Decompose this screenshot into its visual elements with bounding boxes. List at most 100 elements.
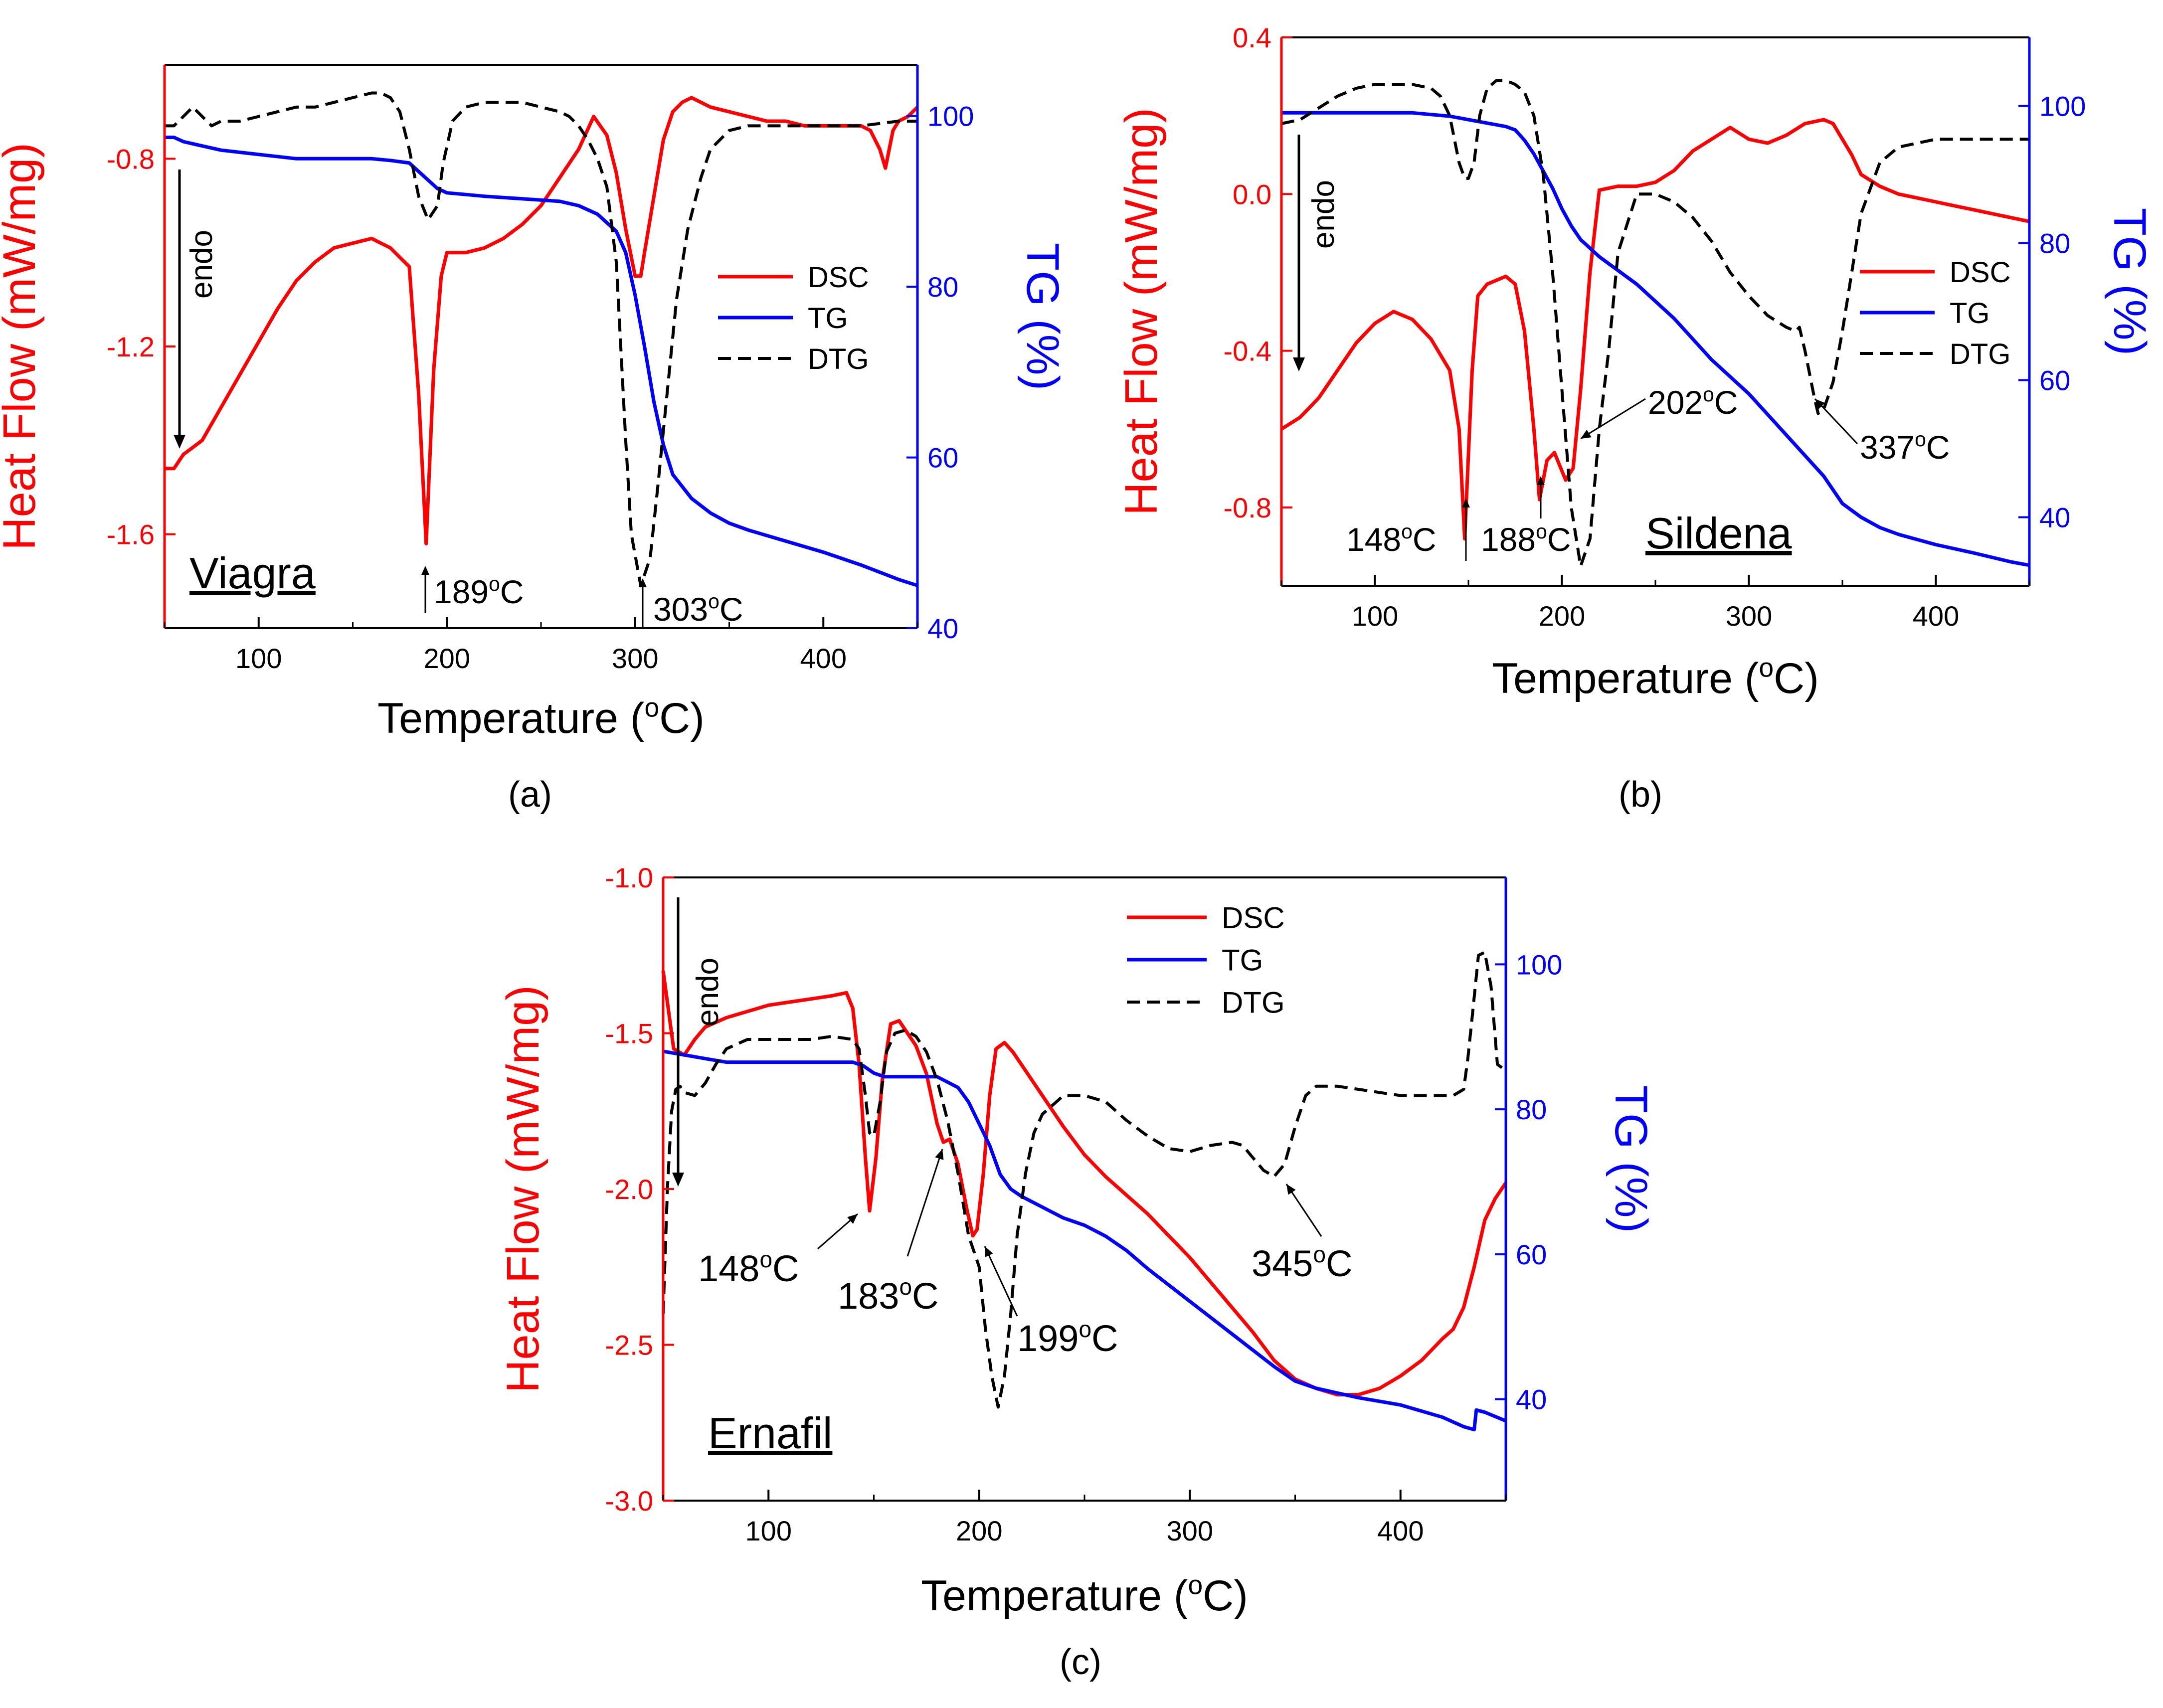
y-left-tick-label: 0.4 bbox=[1233, 22, 1271, 53]
sample-label: Viagra bbox=[189, 548, 316, 598]
peak-arrow-head bbox=[1537, 476, 1545, 485]
y-right-tick-label: 60 bbox=[927, 442, 958, 474]
y-left-tick-label: -0.8 bbox=[1224, 492, 1272, 523]
x-tick-label: 100 bbox=[745, 1515, 792, 1546]
peak-arrow-head bbox=[1286, 1184, 1296, 1195]
y-left-axis-label: Heat Flow (mW/mg) bbox=[1116, 108, 1167, 515]
y-right-tick-label: 40 bbox=[2039, 502, 2070, 533]
x-tick-label: 100 bbox=[235, 643, 282, 674]
x-axis-label: Temperature (oC) bbox=[921, 1570, 1248, 1620]
legend-label-dtg: DTG bbox=[1950, 338, 2010, 370]
y-left-tick-label: -1.2 bbox=[107, 331, 155, 362]
y-right-tick-label: 80 bbox=[2039, 228, 2070, 259]
peak-arrow-head bbox=[935, 1149, 944, 1160]
y-left-axis-label: Heat Flow (mW/mg) bbox=[0, 143, 45, 550]
y-left-tick-label: -1.0 bbox=[605, 862, 654, 893]
y-left-tick-label: -2.5 bbox=[605, 1330, 654, 1361]
x-tick-label: 400 bbox=[1913, 600, 1959, 632]
series-dtg-line bbox=[662, 951, 1507, 1409]
sample-label: Ernafil bbox=[708, 1408, 832, 1458]
sample-label: Sildena bbox=[1645, 509, 1792, 558]
x-axis-label: Temperature (oC) bbox=[1492, 653, 1819, 702]
peak-label: 189oC bbox=[434, 572, 524, 610]
series-dsc-line bbox=[661, 971, 1507, 1396]
peak-arrow-line bbox=[1285, 1184, 1322, 1237]
y-left-tick-label: -1.6 bbox=[107, 519, 155, 550]
peak-arrow-head bbox=[1815, 399, 1825, 409]
y-right-axis-label: TG (%) bbox=[1606, 1085, 1656, 1233]
y-left-axis-label: Heat Flow (mW/mg) bbox=[498, 985, 548, 1393]
x-axis-label: Temperature (oC) bbox=[377, 693, 705, 742]
x-tick-label: 100 bbox=[1352, 600, 1398, 632]
peak-arrow-head bbox=[847, 1214, 858, 1224]
peak-arrow-line bbox=[984, 1246, 1018, 1317]
x-tick-label: 200 bbox=[1539, 600, 1585, 632]
peak-arrow-head bbox=[1581, 429, 1592, 439]
peak-arrow-head bbox=[985, 1246, 993, 1257]
x-tick-label: 300 bbox=[1167, 1515, 1213, 1546]
peak-label: 188oC bbox=[1481, 520, 1571, 558]
series-dsc-line bbox=[165, 96, 919, 545]
peak-label: 337oC bbox=[1860, 428, 1950, 466]
series-dtg-line bbox=[1281, 79, 2029, 568]
peak-label: 345oC bbox=[1252, 1241, 1352, 1284]
y-right-tick-label: 60 bbox=[2039, 365, 2070, 396]
y-right-tick-label: 100 bbox=[927, 101, 974, 132]
y-right-tick-label: 60 bbox=[1516, 1239, 1547, 1270]
legend-label-tg: TG bbox=[1222, 944, 1263, 977]
plot-a-chart: 100 200 300 400 -1.6 -1.2 -0.8 40 60 80 100 Tempera… bbox=[0, 64, 1068, 742]
y-right-axis-label: TG (%) bbox=[2104, 208, 2155, 355]
y-right-tick-label: 40 bbox=[927, 613, 958, 644]
endo-arrow-head bbox=[174, 435, 185, 449]
peak-arrow-head bbox=[1462, 499, 1470, 508]
y-right-tick-label: 100 bbox=[1516, 949, 1562, 980]
x-tick-label: 200 bbox=[956, 1515, 1002, 1546]
y-left-tick-label: -2.0 bbox=[605, 1174, 654, 1205]
series-tg-line bbox=[165, 136, 918, 587]
x-tick-label: 300 bbox=[1726, 600, 1772, 632]
legend-label-dtg: DTG bbox=[1222, 986, 1285, 1020]
plot-b-chart: 100 200 300 400 -0.8 -0.4 0.0 0.4 40 60 80 100 Tempe… bbox=[1116, 22, 2155, 702]
y-left-tick-label: -1.5 bbox=[605, 1018, 654, 1049]
panel-a: 100 200 300 400 -1.6 -1.2 -0.8 40 60 80 100 Tempera… bbox=[0, 64, 1068, 815]
peak-arrow-head bbox=[421, 566, 429, 575]
y-right-tick-label: 80 bbox=[1516, 1094, 1547, 1125]
endo-arrow-head bbox=[1293, 357, 1305, 371]
peak-label: 202oC bbox=[1648, 383, 1738, 421]
x-tick-label: 200 bbox=[424, 643, 470, 674]
peak-label: 303oC bbox=[653, 590, 743, 628]
y-right-axis-label: TG (%) bbox=[1017, 243, 1068, 390]
peak-label: 199oC bbox=[1017, 1316, 1118, 1359]
panel-b: 100 200 300 400 -0.8 -0.4 0.0 0.4 40 60 80 100 Tempe… bbox=[1116, 22, 2155, 815]
legend-label-dtg: DTG bbox=[808, 343, 869, 375]
panel-b-caption: (b) bbox=[1619, 775, 1662, 815]
series-dsc-line bbox=[1280, 118, 2030, 541]
legend-label-dsc: DSC bbox=[808, 261, 869, 294]
y-right-tick-label: 100 bbox=[2039, 91, 2086, 122]
peak-label: 148oC bbox=[698, 1246, 799, 1289]
legend-label-tg: TG bbox=[1950, 297, 1990, 330]
y-left-tick-label: -0.4 bbox=[1224, 336, 1272, 367]
endo-label: endo bbox=[184, 230, 219, 299]
y-left-tick-label: 0.0 bbox=[1233, 178, 1271, 210]
y-left-tick-label: -0.8 bbox=[107, 143, 155, 174]
series-tg-line bbox=[1281, 111, 2030, 567]
y-left-tick-label: -3.0 bbox=[605, 1485, 654, 1517]
peak-label: 183oC bbox=[838, 1274, 938, 1317]
x-tick-label: 400 bbox=[1377, 1515, 1424, 1546]
endo-arrow-head bbox=[672, 1173, 684, 1187]
legend-label-dsc: DSC bbox=[1950, 256, 2010, 289]
x-tick-label: 400 bbox=[800, 643, 847, 674]
plot-c-chart: 100 200 300 400 -3.0 -2.5 -2.0 -1.5 -1.0 40 60 80 10… bbox=[498, 862, 1656, 1620]
y-right-tick-label: 80 bbox=[927, 271, 958, 303]
y-right-tick-label: 40 bbox=[1516, 1384, 1547, 1415]
peak-arrow-line bbox=[1580, 398, 1646, 440]
endo-label: endo bbox=[1306, 180, 1341, 249]
peak-label: 148oC bbox=[1346, 520, 1437, 558]
endo-label: endo bbox=[691, 958, 725, 1026]
panel-a-caption: (a) bbox=[508, 775, 552, 815]
series-tg-line bbox=[663, 1049, 1507, 1432]
peak-arrow-line bbox=[906, 1149, 943, 1257]
peak-arrow-line bbox=[1814, 398, 1858, 445]
